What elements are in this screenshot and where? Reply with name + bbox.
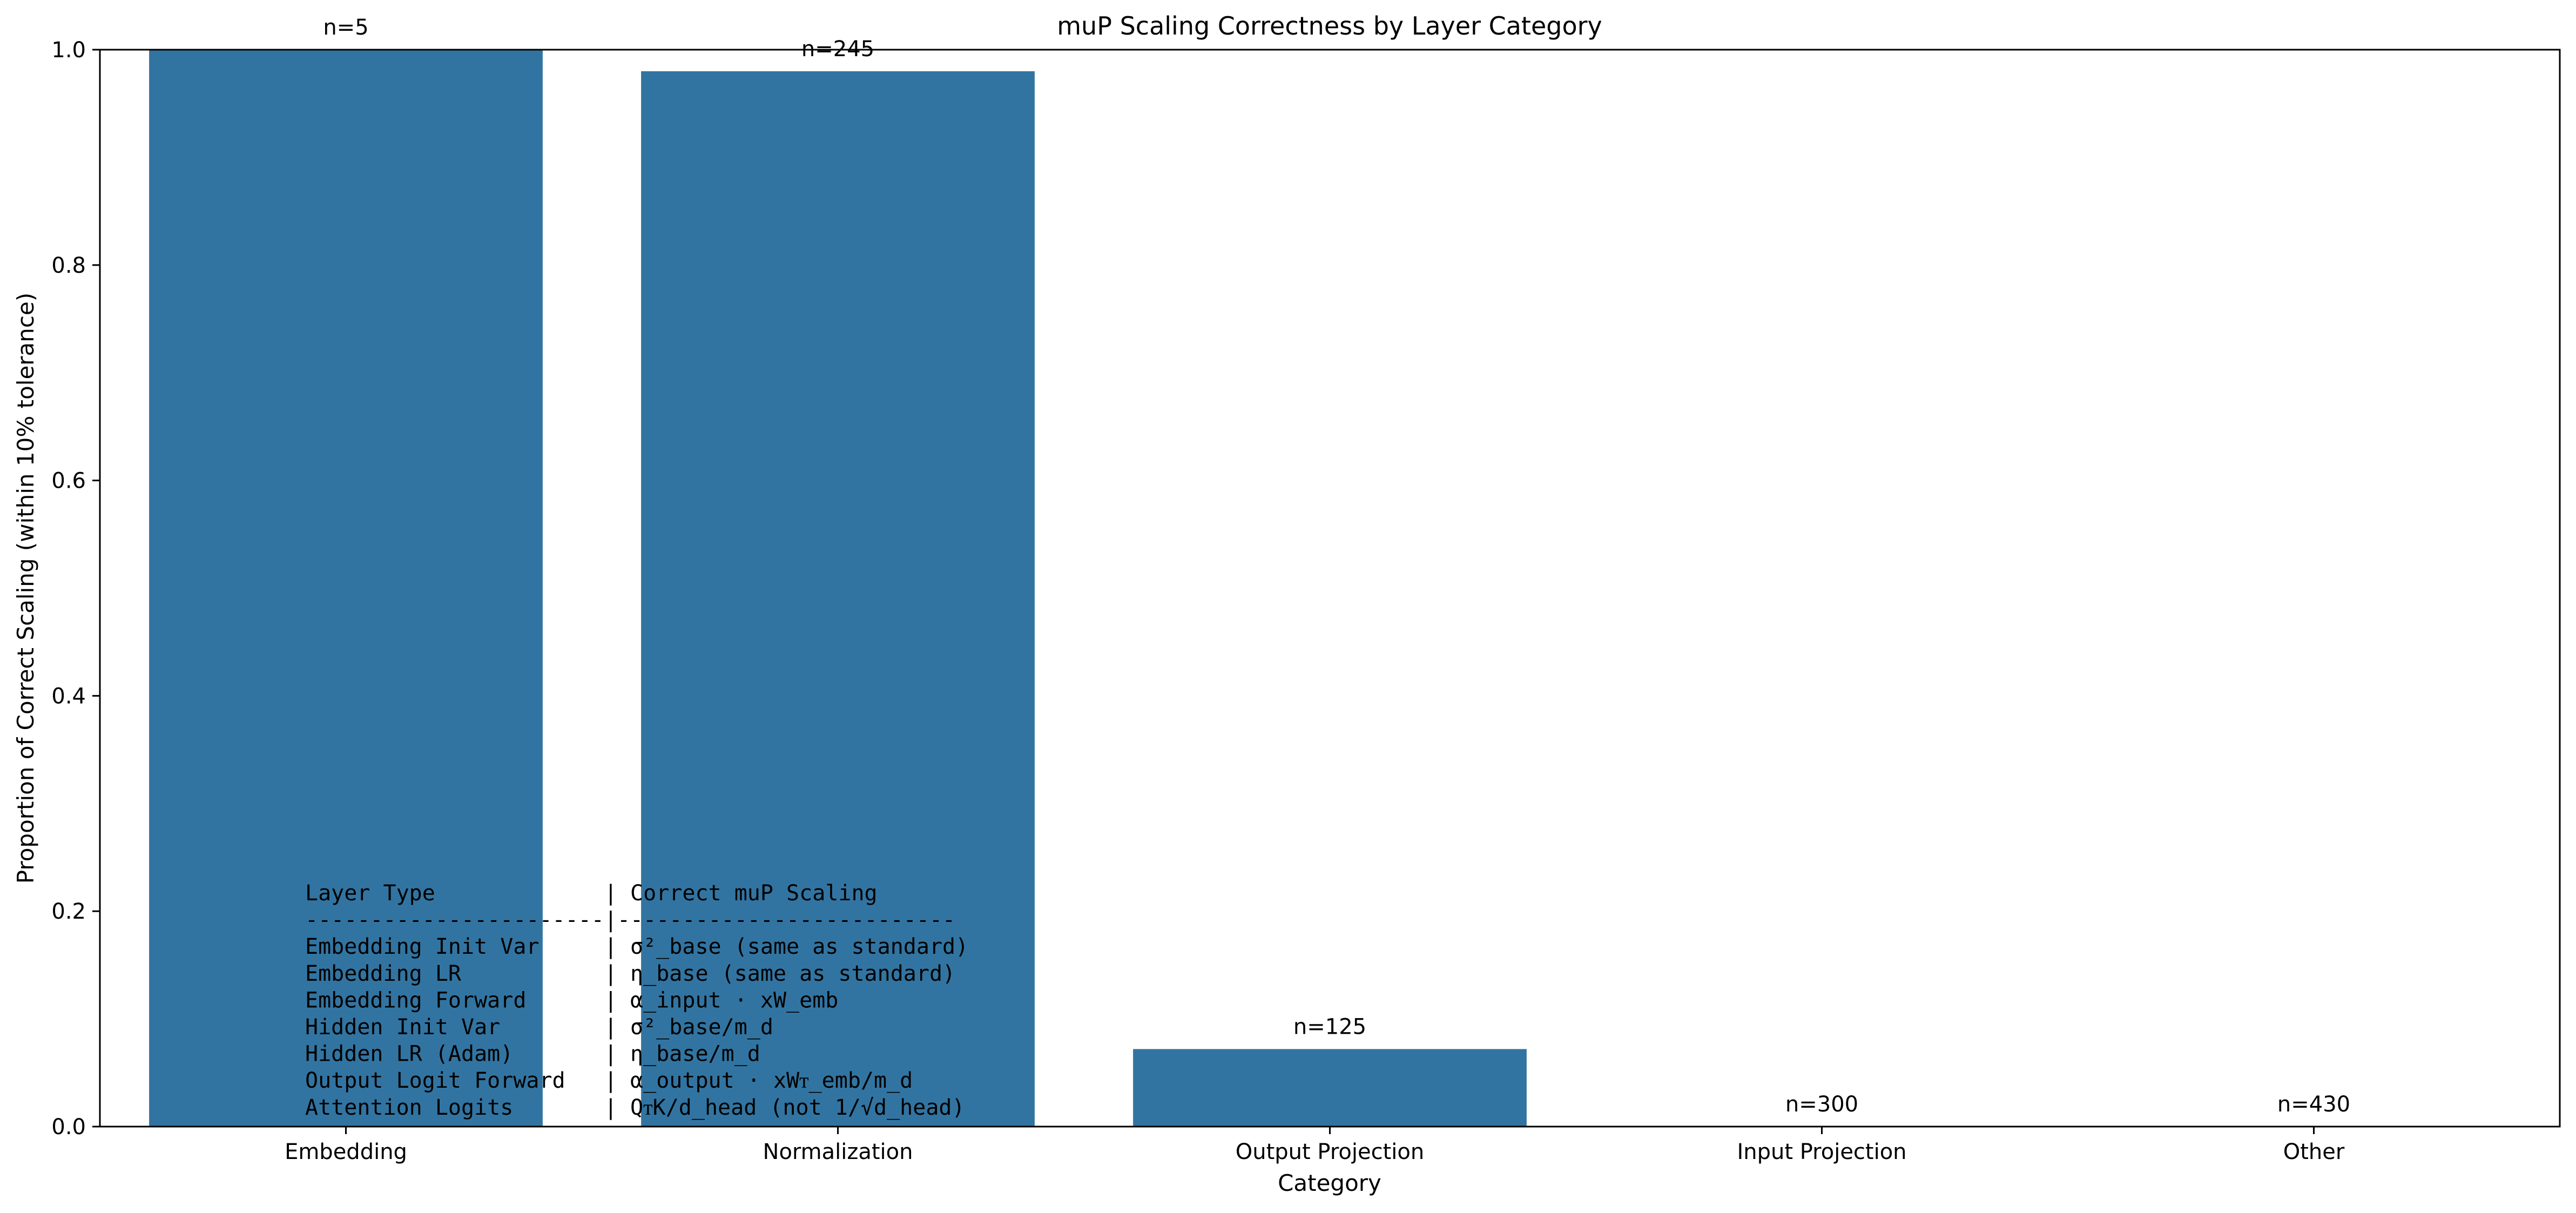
bar-label-output-projection: n=125: [1293, 1014, 1366, 1039]
bar-output-projection: [1133, 1049, 1527, 1127]
y-tick-label: 0.4: [51, 684, 86, 709]
y-tick-label: 0.2: [51, 899, 86, 924]
x-tick-label-other: Other: [2283, 1140, 2345, 1164]
annotation-table-line: Embedding LR | η_base (same as standard): [305, 961, 955, 986]
chart-title: muP Scaling Correctness by Layer Categor…: [1057, 11, 1602, 41]
x-axis: Embedding Normalization Output Projection I…: [285, 1127, 2345, 1164]
annotation-table: Layer Type | Correct muP Scaling--------…: [305, 881, 968, 1120]
bar-normalization: [641, 71, 1035, 1127]
x-tick-label-normalization: Normalization: [763, 1140, 913, 1164]
annotation-table-line: Layer Type | Correct muP Scaling: [305, 881, 878, 906]
annotation-table-line: Embedding Init Var | σ²_base (same as st…: [305, 934, 968, 959]
annotation-table-line: Output Logit Forward | α_output · xWᴛ_em…: [305, 1068, 913, 1093]
bar-label-embedding: n=5: [323, 15, 368, 40]
y-tick-label: 1.0: [51, 38, 86, 63]
bars: [149, 50, 1527, 1127]
annotation-table-line: Hidden LR (Adam) | η_base/m_d: [305, 1042, 760, 1067]
bar-embedding: [149, 50, 543, 1127]
x-axis-label: Category: [1278, 1170, 1381, 1196]
y-axis: 0.0 0.2 0.4 0.6 0.8 1.0: [51, 38, 100, 1140]
y-tick-label: 0.8: [51, 253, 86, 278]
x-tick-label-input-projection: Input Projection: [1737, 1140, 1906, 1164]
bar-label-input-projection: n=300: [1785, 1092, 1858, 1117]
annotation-table-line: Hidden Init Var | σ²_base/m_d: [305, 1015, 773, 1040]
x-tick-label-output-projection: Output Projection: [1236, 1140, 1424, 1164]
bar-label-other: n=430: [2277, 1092, 2350, 1117]
y-tick-label: 0.0: [51, 1115, 86, 1140]
x-tick-label-embedding: Embedding: [285, 1140, 407, 1164]
annotation-table-line: Embedding Forward | α_input · xW_emb: [305, 988, 838, 1013]
y-axis-label: Proportion of Correct Scaling (within 10…: [12, 293, 39, 884]
annotation-table-line: -----------------------|----------------…: [305, 908, 955, 933]
y-tick-label: 0.6: [51, 469, 86, 494]
annotation-table-line: Attention Logits | QᴛK/d_head (not 1/√d_…: [305, 1095, 965, 1120]
